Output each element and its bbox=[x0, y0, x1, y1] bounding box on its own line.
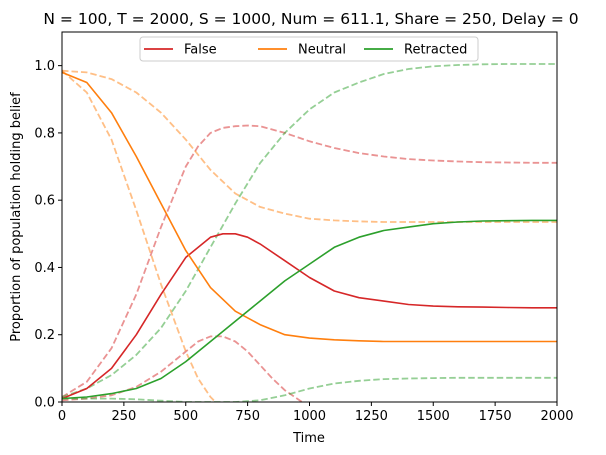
x-tick-label: 750 bbox=[235, 409, 260, 424]
legend-box bbox=[139, 36, 479, 62]
y-tick-label: 0.0 bbox=[34, 396, 55, 411]
legend-label-neutral: Neutral bbox=[298, 43, 346, 58]
x-tick-label: 2000 bbox=[540, 409, 573, 424]
series-line-dashed-6 bbox=[62, 335, 303, 402]
x-tick-label: 1500 bbox=[417, 409, 450, 424]
legend-label-retracted: Retracted bbox=[404, 43, 467, 58]
y-tick-label: 1.0 bbox=[34, 59, 55, 74]
y-axis-label: Proportion of population holding belief bbox=[9, 92, 24, 342]
series-line-neutral-1 bbox=[62, 71, 557, 343]
y-axis: 0.0 0.2 0.4 0.6 0.8 1.0 bbox=[34, 59, 62, 411]
series-line-false-0 bbox=[62, 233, 557, 400]
x-tick-label: 1750 bbox=[479, 409, 512, 424]
x-tick-label: 500 bbox=[173, 409, 198, 424]
series-line-dashed-5 bbox=[62, 63, 557, 398]
series-line-dashed-7 bbox=[62, 70, 217, 402]
y-tick-label: 0.8 bbox=[34, 126, 55, 141]
x-tick-label: 250 bbox=[111, 409, 136, 424]
x-tick-label: 1250 bbox=[355, 409, 388, 424]
y-tick-label: 0.6 bbox=[34, 194, 55, 209]
chart-title: N = 100, T = 2000, S = 1000, Num = 611.1… bbox=[43, 10, 578, 28]
y-tick-label: 0.4 bbox=[34, 261, 55, 276]
series-line-dashed-8 bbox=[62, 376, 557, 402]
series-line-retracted-2 bbox=[62, 219, 557, 400]
x-axis: 0 250 500 750 1000 1250 1500 1750 2000 bbox=[58, 402, 574, 424]
plot-area bbox=[61, 31, 558, 403]
series-line-dashed-3 bbox=[62, 124, 557, 398]
y-tick-label: 0.2 bbox=[34, 328, 55, 343]
legend: False Neutral Retracted bbox=[139, 36, 479, 62]
x-axis-label: Time bbox=[292, 431, 325, 446]
plot-frame bbox=[61, 31, 558, 403]
series-line-dashed-4 bbox=[62, 69, 557, 223]
x-tick-label: 1000 bbox=[293, 409, 326, 424]
legend-label-false: False bbox=[184, 43, 217, 58]
x-tick-label: 0 bbox=[58, 409, 66, 424]
